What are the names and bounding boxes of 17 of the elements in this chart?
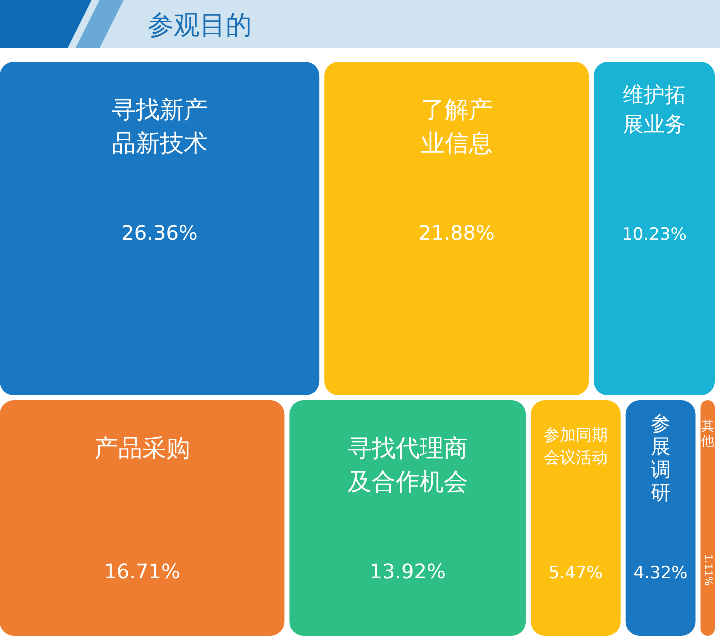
data-label: 5.47% <box>548 564 603 584</box>
text: 参观目的 <box>148 11 252 41</box>
category-label: 其他 <box>701 420 714 450</box>
data-label: 4.32% <box>634 564 688 584</box>
data-label: 1.11% <box>702 554 714 586</box>
data-label: 13.92% <box>370 560 446 584</box>
data-label: 10.23% <box>622 225 687 245</box>
category-label: 了解产业信息 <box>420 96 493 158</box>
data-label: 26.36% <box>122 221 198 245</box>
data-label: 16.71% <box>104 560 180 584</box>
category-label: 参展调研 <box>650 412 671 505</box>
category-label: 寻找代理商及合作机会 <box>348 434 468 496</box>
category-label: 参加同期会议活动 <box>544 426 608 467</box>
category-label: 维护拓展业务 <box>623 83 686 136</box>
category-label: 产品采购 <box>94 434 190 463</box>
category-label: 寻找新产品新技术 <box>112 96 208 158</box>
data-label: 21.88% <box>418 221 495 245</box>
